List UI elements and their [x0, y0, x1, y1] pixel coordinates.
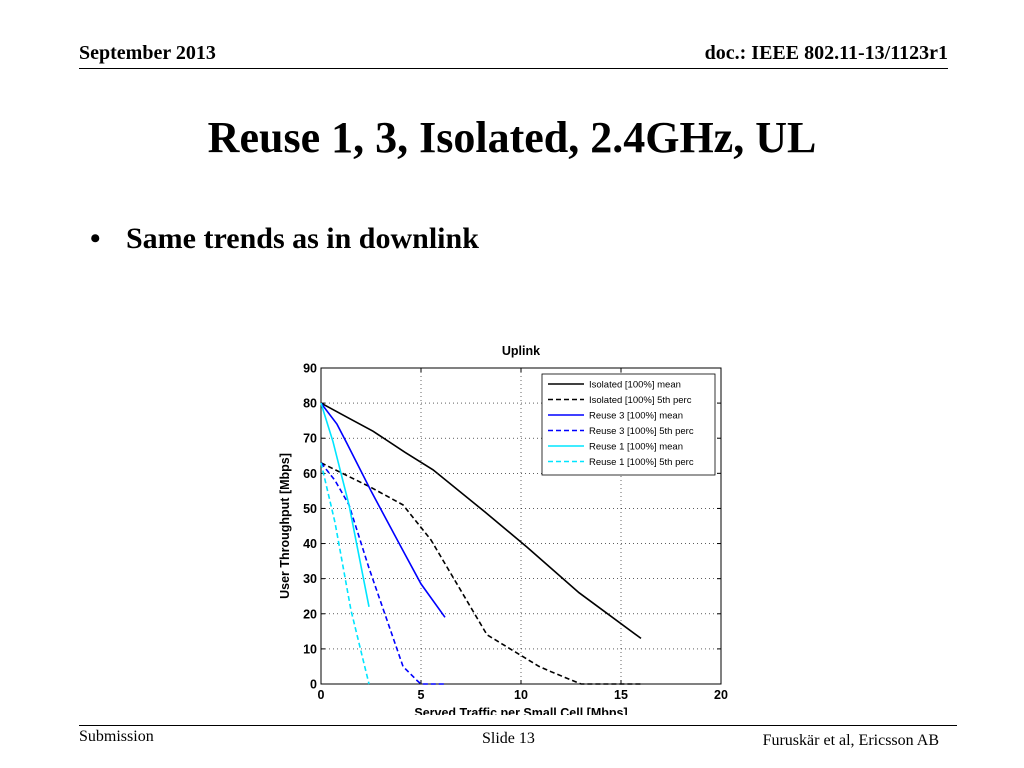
series-line-reuse-3-100-mean: [320, 402, 446, 618]
legend-label: Reuse 1 [100%] 5th perc: [589, 457, 694, 468]
series-line-isolated-100-mean: [320, 402, 642, 640]
footer-rule: [79, 725, 957, 726]
footer-slide-number: Slide 13: [482, 730, 535, 747]
y-tick-label: 40: [303, 537, 317, 551]
x-tick-label: 5: [418, 688, 425, 702]
y-tick-label: 80: [303, 397, 317, 411]
legend-label: Reuse 3 [100%] 5th perc: [589, 426, 694, 437]
y-tick-label: 0: [310, 678, 317, 692]
bullet-item: • Same trends as in downlink: [90, 222, 479, 256]
header-date: September 2013: [79, 42, 216, 64]
header-rule: [79, 68, 948, 69]
legend-label: Isolated [100%] 5th perc: [589, 395, 692, 406]
series: [320, 402, 642, 685]
y-tick-label: 30: [303, 572, 317, 586]
legend-label: Reuse 1 [100%] mean: [589, 442, 683, 453]
legend: Isolated [100%] mean Isolated [100%] 5th …: [541, 373, 716, 476]
x-tick-label: 20: [714, 688, 728, 702]
y-tick-label: 10: [303, 642, 317, 656]
series-line-isolated-100-5th-perc: [320, 462, 641, 685]
bullet-symbol: •: [90, 222, 101, 255]
y-tick-label: 20: [303, 607, 317, 621]
x-axis-label: Served Traffic per Small Cell [Mbps]: [414, 706, 627, 715]
legend-label: Isolated [100%] mean: [589, 380, 681, 391]
header-doc-id: doc.: IEEE 802.11-13/1123r1: [704, 42, 948, 64]
series-line-reuse-1-100-5th-perc: [320, 462, 370, 685]
legend-box: [541, 373, 716, 476]
slide-title: Reuse 1, 3, Isolated, 2.4GHz, UL: [207, 113, 817, 162]
ticks: 0 5 10 15 20 0 10 20 30 40 50 60 70 80 90: [303, 362, 728, 703]
bullet-text: Same trends as in downlink: [126, 222, 479, 255]
series-line-reuse-1-100-mean: [320, 402, 370, 607]
y-tick-label: 90: [303, 362, 317, 376]
x-tick-label: 0: [318, 688, 325, 702]
chart-title: Uplink: [502, 345, 540, 358]
x-tick-label: 15: [614, 688, 628, 702]
series-line-reuse-3-100-5th-perc: [320, 462, 445, 685]
y-tick-label: 60: [303, 467, 317, 481]
y-tick-label: 50: [303, 502, 317, 516]
uplink-chart: 0 5 10 15 20 0 10 20 30 40 50 60 70 80 90 Uplink Serve…: [278, 345, 728, 715]
y-axis-label: User Throughput [Mbps]: [278, 453, 292, 599]
footer-submission: Submission: [79, 728, 154, 745]
y-tick-label: 70: [303, 432, 317, 446]
x-tick-label: 10: [514, 688, 528, 702]
legend-label: Reuse 3 [100%] mean: [589, 411, 683, 422]
footer-authors: Furuskär et al, Ericsson AB: [762, 732, 939, 749]
